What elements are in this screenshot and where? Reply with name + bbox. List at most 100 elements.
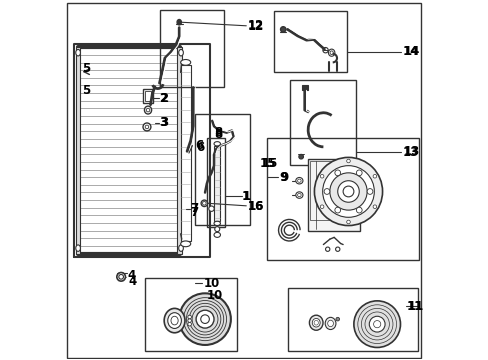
- Circle shape: [320, 205, 323, 208]
- Bar: [76, 47, 80, 253]
- Circle shape: [368, 316, 384, 332]
- Text: 16: 16: [247, 201, 263, 213]
- Ellipse shape: [214, 226, 219, 231]
- Bar: [214, 146, 220, 221]
- Text: 14: 14: [402, 45, 418, 58]
- Bar: [301, 85, 307, 90]
- Text: 4: 4: [127, 269, 135, 282]
- Bar: [206, 138, 225, 227]
- Bar: [144, 278, 237, 351]
- Text: 12: 12: [247, 19, 263, 32]
- Text: 2: 2: [160, 92, 168, 105]
- Ellipse shape: [327, 320, 333, 327]
- Ellipse shape: [142, 123, 151, 131]
- Ellipse shape: [167, 313, 181, 328]
- Circle shape: [179, 293, 230, 345]
- Bar: [273, 11, 346, 72]
- Text: 2: 2: [159, 92, 167, 105]
- Circle shape: [356, 170, 362, 176]
- Text: 14: 14: [403, 45, 420, 58]
- Ellipse shape: [214, 141, 220, 146]
- Ellipse shape: [298, 154, 303, 159]
- Ellipse shape: [328, 49, 334, 56]
- Text: 7: 7: [190, 207, 199, 220]
- Ellipse shape: [178, 245, 183, 251]
- Ellipse shape: [144, 106, 151, 114]
- Bar: [144, 91, 151, 102]
- Ellipse shape: [187, 319, 191, 322]
- Text: 3: 3: [159, 116, 167, 129]
- Circle shape: [314, 157, 382, 226]
- Circle shape: [324, 189, 329, 194]
- Bar: [308, 159, 360, 231]
- Circle shape: [329, 173, 366, 210]
- Circle shape: [322, 166, 373, 217]
- Circle shape: [366, 189, 372, 194]
- Ellipse shape: [201, 200, 207, 207]
- Text: 15: 15: [261, 157, 278, 170]
- Bar: [287, 288, 418, 351]
- Ellipse shape: [187, 322, 191, 326]
- Text: 11: 11: [406, 300, 422, 313]
- Text: 12: 12: [247, 20, 264, 33]
- Circle shape: [372, 205, 376, 208]
- Circle shape: [353, 301, 400, 347]
- Ellipse shape: [178, 49, 183, 56]
- Ellipse shape: [214, 221, 220, 226]
- Text: 9: 9: [278, 171, 286, 184]
- Bar: [177, 47, 182, 253]
- Ellipse shape: [335, 318, 339, 321]
- Ellipse shape: [76, 49, 80, 56]
- Text: 8: 8: [214, 127, 222, 141]
- Text: 1: 1: [242, 190, 249, 203]
- Bar: [309, 161, 358, 220]
- Circle shape: [346, 159, 349, 163]
- Text: 13: 13: [402, 145, 418, 158]
- Bar: [266, 138, 418, 260]
- Bar: [290, 80, 355, 165]
- Ellipse shape: [295, 177, 303, 184]
- Ellipse shape: [117, 273, 125, 281]
- Bar: [160, 10, 224, 87]
- Ellipse shape: [177, 19, 181, 25]
- Ellipse shape: [295, 192, 303, 198]
- Circle shape: [356, 207, 362, 213]
- Bar: [78, 47, 180, 253]
- Text: 6: 6: [196, 141, 204, 154]
- Ellipse shape: [280, 27, 285, 32]
- Text: 8: 8: [214, 126, 222, 139]
- Circle shape: [337, 181, 359, 202]
- Ellipse shape: [187, 315, 191, 319]
- Ellipse shape: [180, 241, 190, 247]
- Circle shape: [320, 175, 323, 178]
- Text: 9: 9: [280, 171, 288, 184]
- Text: 1: 1: [242, 190, 250, 203]
- Text: 10: 10: [203, 277, 219, 290]
- Text: 16: 16: [247, 201, 264, 213]
- Text: 11: 11: [407, 300, 423, 313]
- Circle shape: [372, 175, 376, 178]
- Circle shape: [196, 310, 214, 328]
- Text: 7: 7: [190, 202, 198, 215]
- Text: 13: 13: [403, 145, 420, 158]
- Text: 5: 5: [82, 62, 90, 75]
- Text: 4: 4: [128, 275, 136, 288]
- Text: 3: 3: [160, 116, 168, 129]
- Text: 15: 15: [260, 157, 276, 170]
- Text: 6: 6: [195, 139, 203, 152]
- Circle shape: [334, 170, 340, 176]
- Ellipse shape: [76, 245, 80, 251]
- Ellipse shape: [208, 206, 214, 211]
- Text: 5: 5: [82, 84, 90, 97]
- Circle shape: [346, 220, 349, 224]
- Bar: [143, 89, 152, 103]
- Bar: [195, 114, 249, 225]
- Ellipse shape: [309, 315, 323, 330]
- Ellipse shape: [312, 319, 320, 327]
- Circle shape: [334, 207, 340, 213]
- Ellipse shape: [180, 59, 190, 65]
- Ellipse shape: [164, 309, 184, 333]
- Bar: [180, 65, 190, 241]
- Text: 10: 10: [206, 289, 223, 302]
- Ellipse shape: [325, 318, 335, 329]
